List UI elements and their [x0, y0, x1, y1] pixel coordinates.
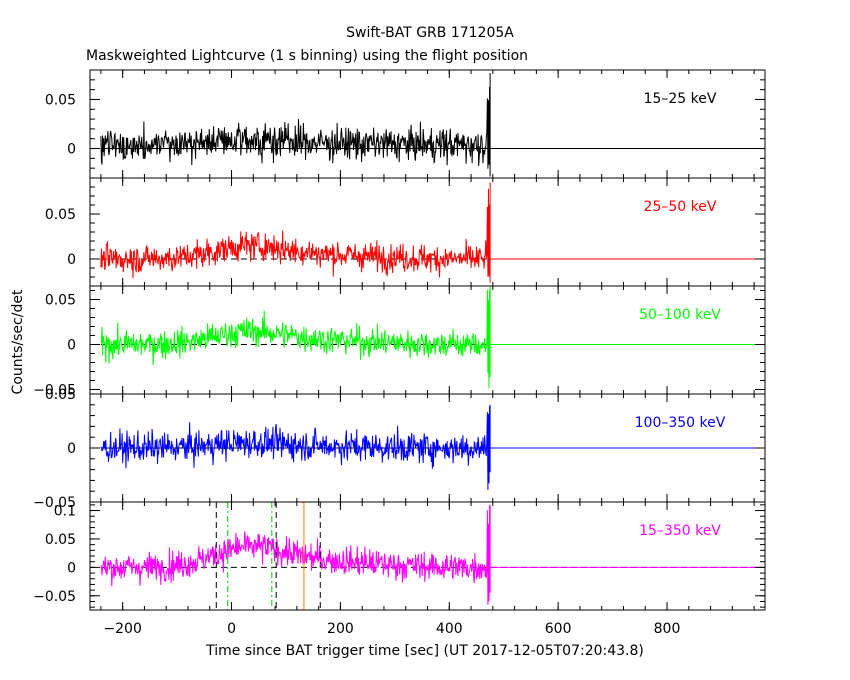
y-tick-label: −0.05 [33, 495, 76, 511]
panel-label: 100–350 keV [635, 415, 726, 431]
y-tick-label: 0 [67, 338, 76, 354]
x-tick-label: 0 [227, 621, 236, 637]
panel-label: 25–50 keV [644, 199, 717, 215]
y-tick-label: −0.05 [33, 383, 76, 399]
chart-title: Swift-BAT GRB 171205A [346, 25, 514, 41]
y-tick-label: 0.05 [45, 532, 76, 548]
panels-group: 0 0.05 15–25 keV 0 0.05 25–50 keV −0.05 0 0.05 50… [33, 69, 766, 611]
y-tick-label: 0.05 [45, 207, 76, 223]
y-tick-label: 0 [67, 252, 76, 268]
y-tick-label: 0 [67, 142, 76, 158]
panel-label: 50–100 keV [639, 307, 721, 323]
x-tick-label: 400 [436, 621, 463, 637]
x-tick-label: −200 [103, 621, 141, 637]
series-line [100, 286, 491, 389]
panel-1: 0 0.05 25–50 keV [45, 177, 766, 287]
x-axis: −200 0 200 400 600 800 [103, 621, 680, 637]
y-tick-label: 0.1 [54, 504, 76, 520]
x-tick-label: 600 [545, 621, 572, 637]
y-tick-label: 0.05 [45, 92, 76, 108]
y-axis-label: Counts/sec/det [10, 289, 26, 394]
x-tick-label: 200 [327, 621, 354, 637]
panel-4: −0.05 0 0.05 0.1 15–350 keV [33, 501, 766, 611]
series-line [100, 72, 491, 177]
y-tick-label: 0.05 [45, 387, 76, 403]
panel-label: 15–350 keV [639, 523, 721, 539]
y-tick-label: 0 [67, 560, 76, 576]
series-line [100, 182, 491, 283]
x-tick-label: 800 [654, 621, 681, 637]
series-line [100, 504, 491, 605]
y-tick-label: 0.05 [45, 293, 76, 309]
panel-label: 15–25 keV [644, 91, 717, 107]
x-axis-label: Time since BAT trigger time [sec] (UT 20… [205, 643, 644, 659]
panel-2: −0.05 0 0.05 50–100 keV [33, 285, 766, 399]
y-tick-label: 0 [67, 441, 76, 457]
panel-0: 0 0.05 15–25 keV [45, 69, 766, 179]
y-tick-label: −0.05 [33, 589, 76, 605]
series-line [100, 404, 491, 491]
chart-subtitle: Maskweighted Lightcurve (1 s binning) us… [86, 48, 528, 64]
